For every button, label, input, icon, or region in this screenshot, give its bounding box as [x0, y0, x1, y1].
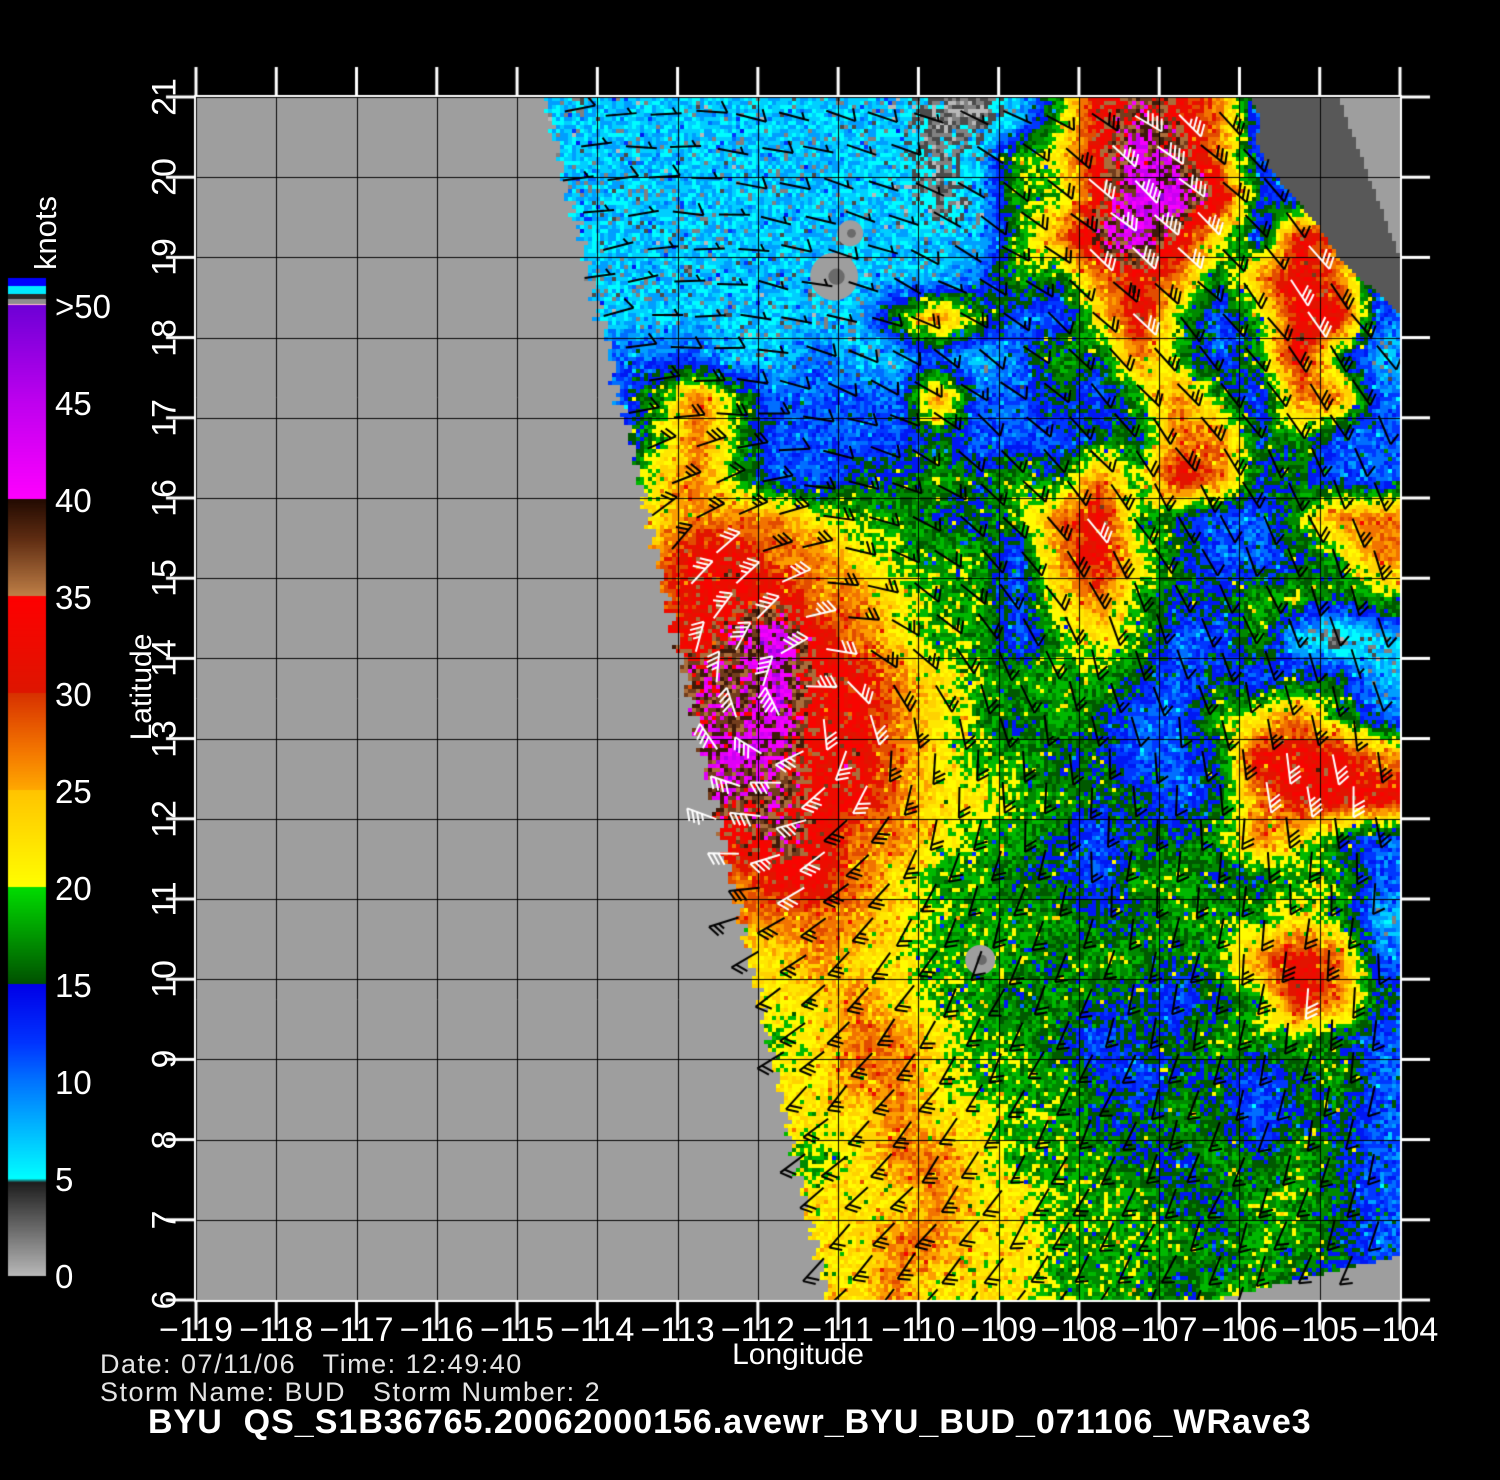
y-tick-label: 11	[145, 881, 184, 917]
y-tick-label: 20	[145, 158, 184, 197]
x-tick-label: −115	[480, 1311, 555, 1349]
storm-info-line: Storm Name: BUD Storm Number: 2	[100, 1377, 602, 1407]
colorbar-tick-label: 20	[55, 870, 92, 907]
y-tick-label: 19	[145, 238, 184, 277]
y-tick-label: 9	[145, 1049, 184, 1069]
x-tick-label: −114	[560, 1311, 635, 1349]
colorbar-title: knots	[28, 195, 63, 271]
colorbar-tick-label: 30	[55, 676, 92, 713]
x-tick-label: −116	[399, 1311, 474, 1349]
colorbar-tick-label: 35	[55, 579, 92, 616]
x-tick-label: −110	[881, 1311, 956, 1349]
colorbar-tick-label: >50	[55, 288, 111, 325]
x-tick-label: −111	[802, 1311, 874, 1349]
x-tick-label: −119	[158, 1311, 234, 1349]
y-tick-label: 21	[145, 78, 184, 116]
x-axis-title: Longitude	[732, 1338, 864, 1371]
x-tick-label: −117	[319, 1311, 394, 1349]
x-tick-label: −104	[1361, 1311, 1439, 1349]
colorbar-tick-label: 45	[55, 385, 92, 422]
colorbar-tick-label: 15	[55, 967, 92, 1004]
date-time-line: Date: 07/11/06 Time: 12:49:40	[100, 1349, 523, 1379]
x-tick-label: −112	[720, 1311, 795, 1349]
x-tick-label: −106	[1201, 1311, 1278, 1349]
colorbar-tick-label: 10	[55, 1064, 92, 1101]
y-tick-label: 15	[145, 559, 184, 598]
x-tick-label: −105	[1281, 1311, 1359, 1349]
y-axis-title: Latitude	[125, 633, 158, 741]
y-tick-label: 17	[145, 398, 184, 437]
y-tick-label: 12	[145, 799, 184, 838]
x-tick-label: −113	[640, 1311, 715, 1349]
x-tick-label: −107	[1120, 1311, 1198, 1349]
colorbar-tick-label: 40	[55, 482, 92, 519]
y-tick-label: 6	[145, 1290, 184, 1310]
y-tick-label: 7	[145, 1210, 184, 1230]
colorbar-tick-label: 25	[55, 773, 92, 810]
y-tick-label: 10	[145, 960, 184, 999]
product-title: BYU QS_S1B36765.20062000156.avewr_BYU_BU…	[148, 1403, 1312, 1441]
y-tick-label: 8	[145, 1130, 184, 1150]
x-tick-label: −108	[1040, 1311, 1118, 1349]
colorbar-tick-label: 5	[55, 1161, 74, 1198]
y-tick-label: 18	[145, 318, 184, 357]
colorbar-tick-label: 0	[55, 1258, 74, 1295]
x-tick-label: −118	[239, 1311, 314, 1349]
x-tick-label: −109	[960, 1311, 1037, 1349]
y-tick-label: 16	[145, 479, 184, 517]
